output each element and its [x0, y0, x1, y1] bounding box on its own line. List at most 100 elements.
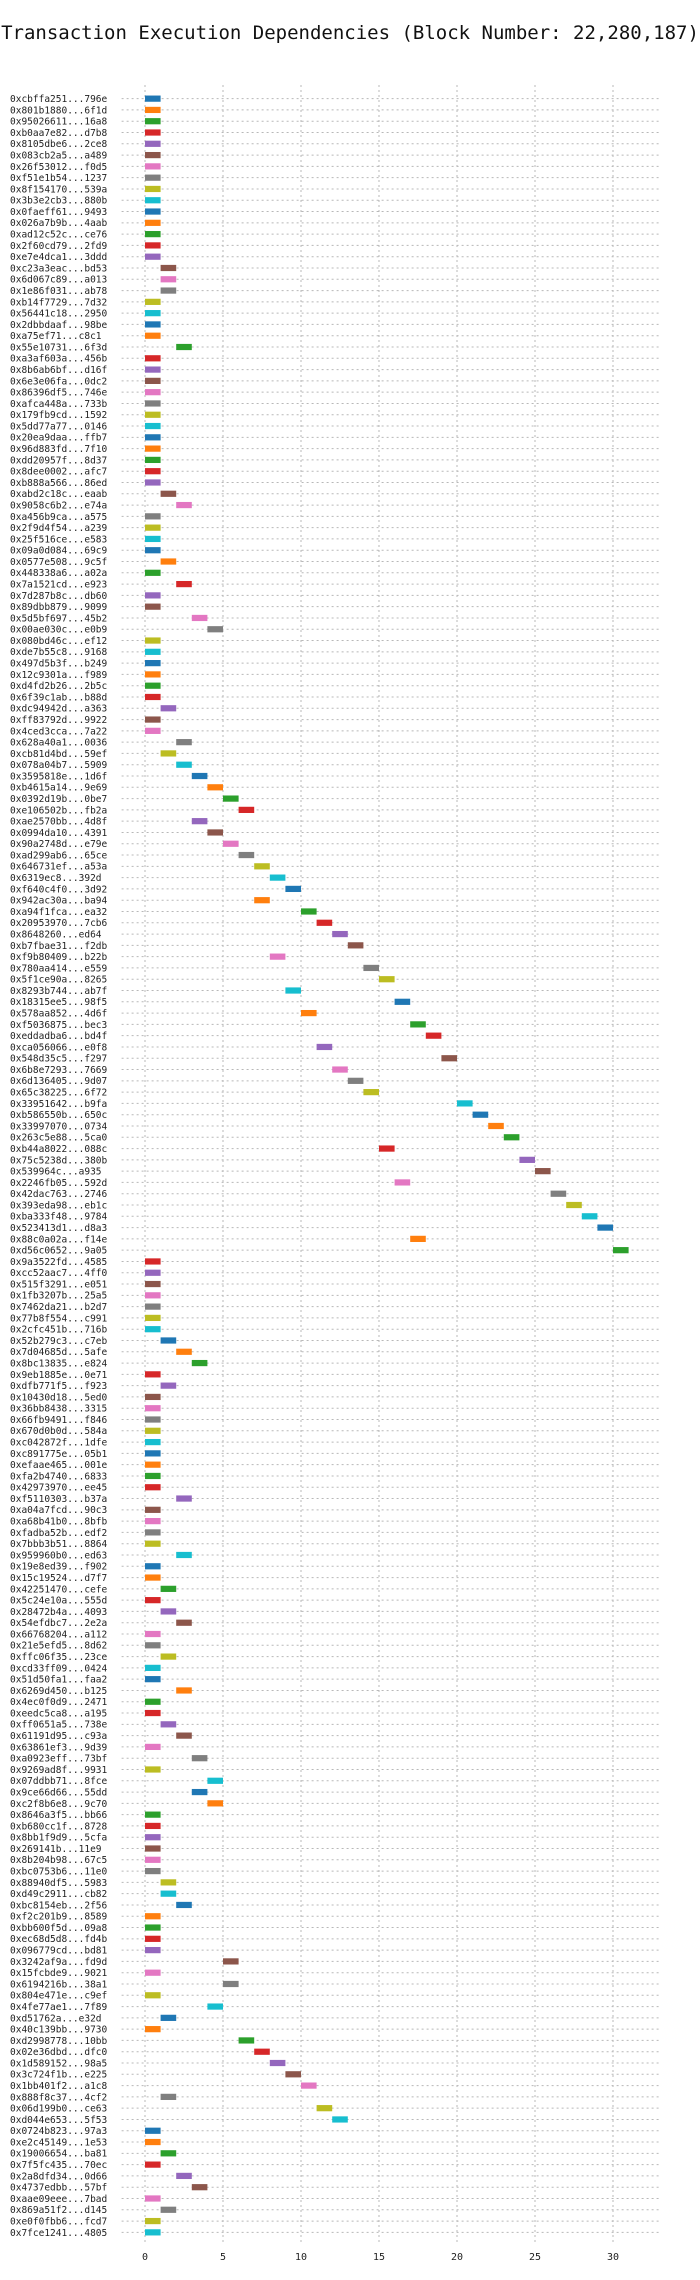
tx-bar: [160, 1337, 177, 1344]
tx-bar: [145, 637, 161, 644]
tx-bar: [503, 1134, 520, 1141]
tx-label: 0xff83792d...9922: [10, 715, 107, 726]
tx-bar: [145, 682, 161, 689]
tx-label: 0x19006654...ba81: [10, 2149, 108, 2160]
y-labels: 0xcbffa251...796e0x801b1880...6f1d0x9502…: [10, 94, 108, 2239]
x-tick-label: 20: [451, 2252, 463, 2263]
tx-label: 0xffc06f35...23ce: [10, 1652, 108, 1663]
tx-bar: [191, 1359, 208, 1367]
tx-label: 0x1bb401f2...a1c8: [10, 2081, 108, 2092]
tx-bar: [145, 524, 161, 531]
tx-label: 0x578aa852...4d6f: [10, 1008, 107, 1019]
tx-bar: [145, 1393, 161, 1401]
tx-bar: [145, 1822, 161, 1830]
tx-bar: [145, 1472, 161, 1480]
tx-bar: [160, 276, 177, 283]
tx-bar: [160, 1890, 177, 1897]
tx-bar: [160, 287, 177, 294]
tx-label: 0xca056066...e0f8: [10, 1042, 108, 1053]
tx-bar: [238, 851, 255, 859]
tx-label: 0x51d50fa1...faa2: [10, 1675, 107, 1686]
tx-label: 0x7462da21...b2d7: [10, 1302, 107, 1313]
tx-label: 0x9a3522fd...4585: [10, 1257, 107, 1268]
tx-bar: [160, 2150, 177, 2157]
tx-label: 0x20953970...7cb6: [10, 918, 108, 929]
tx-label: 0x66fb9491...f846: [10, 1415, 108, 1426]
tx-label: 0xbc0753b6...11e0: [10, 1866, 108, 1877]
tx-label: 0xd56c0652...9a05: [10, 1246, 107, 1257]
x-tick-label: 15: [373, 2252, 385, 2263]
tx-label: 0xbc8154eb...2f56: [10, 1900, 108, 1911]
tx-label: 0x497d5b3f...b249: [10, 659, 108, 670]
tx-label: 0x89dbb879...9099: [10, 602, 108, 613]
tx-bar: [145, 1314, 161, 1322]
tx-bar: [285, 885, 301, 893]
tx-label: 0x52b279c3...c7eb: [10, 1336, 108, 1347]
tx-bar: [145, 310, 161, 317]
tx-label: 0xb586550b...650c: [10, 1110, 107, 1121]
x-tick-label: 30: [607, 2252, 619, 2263]
tx-bar: [145, 377, 161, 384]
grid-layer: [121, 85, 660, 2242]
tx-bar: [145, 366, 161, 373]
tx-label: 0x25f516ce...e583: [10, 534, 107, 545]
tx-bar: [191, 818, 208, 825]
tx-label: 0x2a8dfd34...0d66: [10, 2171, 108, 2182]
tx-label: 0x628a40a1...0036: [10, 738, 108, 749]
tx-bar: [332, 2116, 348, 2123]
tx-bar: [145, 411, 161, 418]
tx-label: 0x36bb8438...3315: [10, 1404, 107, 1415]
tx-label: 0x6d136405...9d07: [10, 1076, 107, 1087]
tx-label: 0xa3af603a...456b: [10, 354, 108, 365]
tx-bar: [550, 1190, 567, 1197]
tx-bar: [176, 1901, 192, 1909]
tx-bar: [145, 1664, 161, 1671]
tx-label: 0x080bd46c...ef12: [10, 636, 107, 647]
tx-label: 0x096779cd...bd81: [10, 1946, 108, 1957]
tx-bar: [145, 1563, 161, 1570]
tx-label: 0xcc52aac7...4ff0: [10, 1268, 108, 1279]
tx-bar: [145, 242, 161, 249]
tx-label: 0x078a04b7...5909: [10, 760, 108, 771]
tx-bar: [207, 784, 223, 791]
tx-bar: [145, 1856, 161, 1863]
tx-bar: [145, 727, 161, 734]
tx-bar: [191, 1755, 208, 1762]
tx-label: 0x26f53012...f0d5: [10, 162, 107, 173]
tx-bar: [145, 1969, 161, 1976]
tx-label: 0xf5110303...b37a: [10, 1494, 107, 1505]
tx-label: 0x548d35c5...f297: [10, 1054, 107, 1065]
tx-bar: [254, 863, 270, 870]
tx-bar: [145, 1709, 161, 1717]
tx-bar: [441, 1055, 457, 1062]
tx-bar: [160, 1608, 177, 1615]
tx-bar: [160, 1721, 177, 1728]
tx-bar: [145, 219, 161, 226]
tx-label: 0x66768204...a112: [10, 1629, 107, 1640]
tx-label: 0x2246fb05...592d: [10, 1178, 107, 1189]
tx-bar: [176, 1495, 192, 1502]
tx-bar: [145, 648, 161, 655]
tx-label: 0x9269ad8f...9931: [10, 1765, 108, 1776]
tx-label: 0x4737edbb...57bf: [10, 2183, 107, 2194]
tx-label: 0xbb600f5d...09a8: [10, 1923, 108, 1934]
tx-label: 0x4fe77ae1...7f89: [10, 2002, 108, 2013]
tx-label: 0x77b8f554...c991: [10, 1313, 108, 1324]
tx-bar: [145, 1698, 161, 1705]
tx-bar: [379, 976, 395, 983]
tx-bar: [207, 1777, 223, 1784]
tx-label: 0x40c139bb...9730: [10, 2025, 108, 2036]
tx-bar: [160, 1653, 177, 1660]
tx-bar: [176, 1348, 192, 1355]
tx-bar: [176, 1732, 192, 1739]
tx-label: 0x56441c18...2950: [10, 309, 108, 320]
tx-bar: [254, 2048, 270, 2055]
tx-bar: [285, 2071, 301, 2078]
tx-bar: [160, 2014, 177, 2021]
tx-label: 0x19e8ed39...f902: [10, 1562, 107, 1573]
tx-bar: [394, 998, 411, 1005]
tx-bar: [145, 468, 161, 475]
tx-label: 0xfa2b4740...6833: [10, 1471, 107, 1482]
tx-label: 0xd2998778...10bb: [10, 2036, 108, 2047]
tx-bar: [176, 343, 192, 351]
